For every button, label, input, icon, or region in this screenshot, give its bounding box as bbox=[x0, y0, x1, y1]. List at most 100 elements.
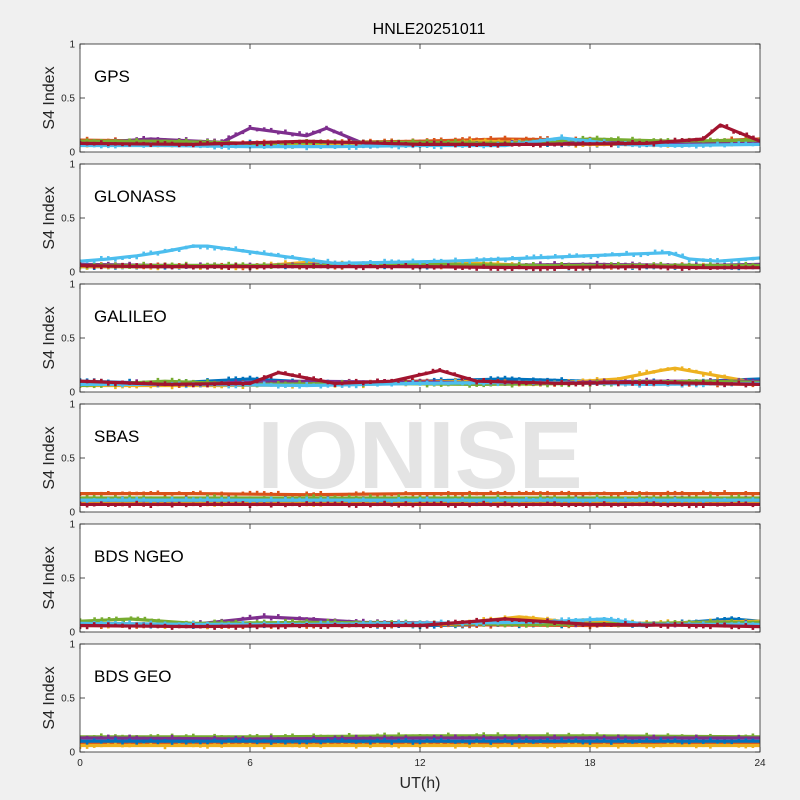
data-point bbox=[532, 742, 535, 746]
data-point bbox=[539, 736, 542, 740]
data-point bbox=[107, 503, 110, 507]
data-point bbox=[397, 259, 400, 264]
y-tick-label: 1 bbox=[69, 40, 75, 51]
data-point bbox=[503, 141, 507, 146]
panel-label: BDS NGEO bbox=[94, 547, 184, 566]
data-point bbox=[177, 143, 181, 148]
data-point bbox=[184, 624, 188, 629]
data-point bbox=[369, 624, 372, 628]
data-point bbox=[383, 140, 386, 144]
data-point bbox=[539, 254, 543, 258]
data-point bbox=[129, 616, 133, 620]
data-point bbox=[744, 734, 748, 739]
data-point bbox=[517, 143, 521, 147]
data-point bbox=[631, 623, 634, 627]
data-point bbox=[312, 738, 315, 743]
data-point bbox=[517, 745, 521, 749]
data-point bbox=[163, 493, 167, 497]
data-point bbox=[496, 504, 500, 508]
data-point bbox=[411, 734, 415, 738]
data-point bbox=[163, 623, 167, 628]
data-point bbox=[255, 740, 259, 745]
data-point bbox=[121, 256, 124, 260]
y-tick-label: 1 bbox=[69, 160, 75, 171]
data-point bbox=[312, 130, 315, 135]
data-point bbox=[390, 622, 393, 626]
data-point bbox=[532, 740, 535, 744]
data-point bbox=[737, 494, 741, 498]
data-point bbox=[262, 262, 266, 266]
data-point bbox=[510, 267, 514, 271]
data-point bbox=[248, 623, 252, 627]
data-point bbox=[617, 382, 620, 387]
y-tick-label: 0.5 bbox=[61, 454, 75, 465]
data-point bbox=[496, 742, 500, 746]
data-point bbox=[461, 742, 464, 746]
data-point bbox=[695, 624, 698, 629]
data-point bbox=[581, 263, 585, 267]
data-point bbox=[532, 622, 535, 627]
data-point bbox=[574, 267, 578, 271]
data-point bbox=[184, 496, 188, 501]
data-point bbox=[503, 264, 507, 268]
data-point bbox=[595, 623, 599, 628]
data-point bbox=[454, 379, 457, 384]
data-point bbox=[659, 368, 663, 372]
data-point bbox=[624, 377, 627, 381]
data-point bbox=[574, 138, 578, 142]
data-point bbox=[673, 264, 677, 269]
data-point bbox=[241, 130, 245, 135]
data-point bbox=[227, 382, 230, 386]
data-point bbox=[397, 623, 400, 628]
data-point bbox=[305, 376, 308, 380]
data-point bbox=[234, 246, 238, 250]
data-point bbox=[418, 497, 422, 501]
data-point bbox=[432, 620, 436, 625]
data-point bbox=[149, 736, 153, 741]
data-point bbox=[574, 736, 578, 740]
data-point bbox=[539, 138, 542, 143]
data-point bbox=[390, 499, 393, 504]
data-point bbox=[206, 144, 209, 148]
data-point bbox=[624, 504, 627, 508]
data-point bbox=[114, 737, 117, 742]
data-point bbox=[709, 381, 712, 386]
data-point bbox=[482, 500, 485, 505]
data-point bbox=[645, 732, 648, 737]
data-point bbox=[716, 622, 719, 627]
data-point bbox=[709, 619, 712, 623]
data-point bbox=[418, 501, 422, 506]
data-point bbox=[574, 742, 578, 747]
data-point bbox=[362, 266, 365, 271]
data-point bbox=[638, 491, 641, 495]
data-point bbox=[277, 739, 280, 744]
data-point bbox=[525, 504, 528, 508]
data-point bbox=[468, 620, 471, 625]
data-point bbox=[539, 494, 542, 498]
data-point bbox=[553, 734, 556, 739]
data-point bbox=[347, 492, 351, 497]
data-point bbox=[269, 503, 273, 508]
data-point bbox=[135, 741, 138, 745]
data-point bbox=[305, 501, 308, 505]
data-point bbox=[432, 261, 436, 265]
data-point bbox=[319, 740, 323, 745]
data-point bbox=[319, 378, 323, 382]
data-point bbox=[687, 621, 691, 626]
data-point bbox=[425, 620, 429, 625]
data-point bbox=[333, 383, 337, 387]
data-point bbox=[595, 742, 599, 746]
data-point bbox=[298, 497, 301, 502]
data-point bbox=[192, 623, 195, 627]
data-point bbox=[135, 742, 138, 747]
data-point bbox=[149, 263, 153, 268]
data-point bbox=[482, 264, 485, 268]
data-point bbox=[333, 498, 337, 503]
data-point bbox=[567, 732, 571, 737]
data-point bbox=[617, 144, 620, 148]
data-point bbox=[461, 381, 464, 386]
data-point bbox=[468, 140, 471, 144]
data-point bbox=[567, 263, 571, 267]
data-point bbox=[234, 735, 238, 740]
data-point bbox=[241, 621, 245, 625]
